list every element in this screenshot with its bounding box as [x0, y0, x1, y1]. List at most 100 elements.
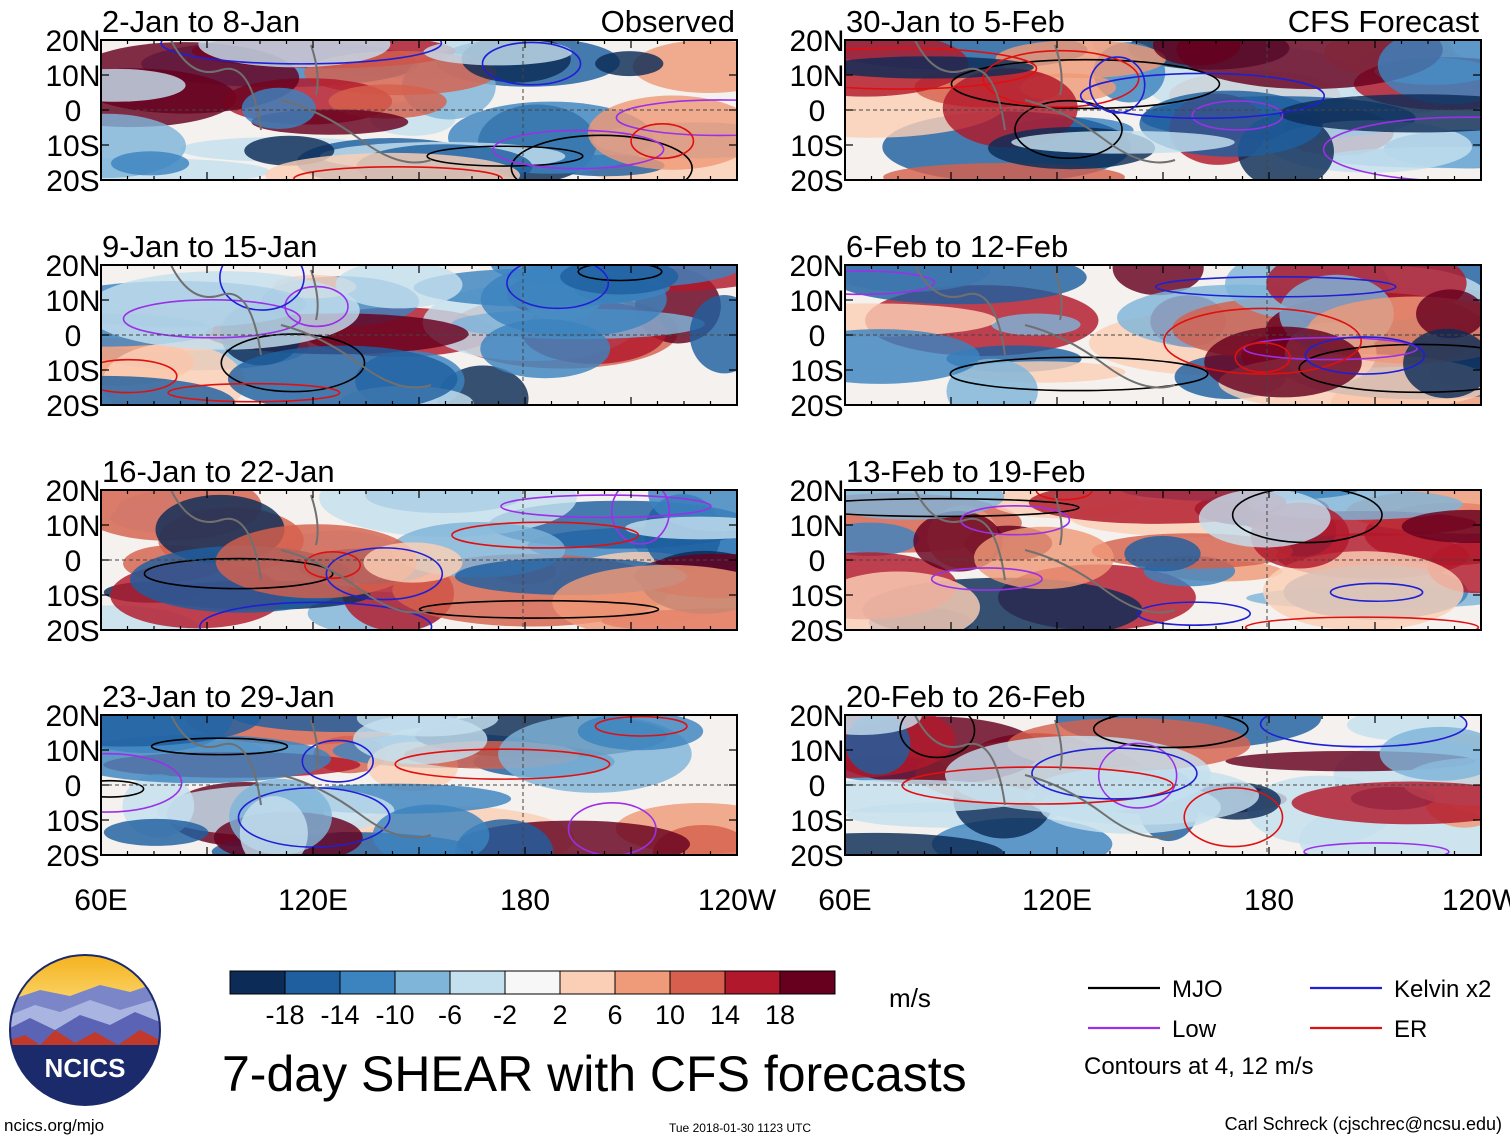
y-tick-label: 20N [45, 250, 100, 283]
colorbar-tick: -10 [375, 1000, 414, 1030]
contour-line [1259, 715, 1468, 748]
shear-blob [101, 68, 186, 102]
contour-line [451, 521, 640, 549]
contour-line [1097, 742, 1178, 809]
panels-layer: 2-Jan to 8-Jan Observed20N10N010S20S9-Jan… [45, 4, 1482, 873]
shear-blob [1263, 551, 1464, 630]
contour-line [418, 599, 660, 619]
contour-line [949, 356, 1209, 392]
contour-line [1234, 342, 1291, 373]
shear-blob [423, 40, 573, 66]
panel-period-label: 16-Jan to 22-Jan [102, 454, 335, 489]
y-tick-label: 10S [790, 805, 843, 838]
y-tick-label: 10N [45, 735, 100, 768]
shear-blob [946, 358, 1038, 405]
shear-blob [1401, 509, 1481, 544]
x-tick-label: 60E [74, 884, 127, 917]
coastline [914, 40, 1176, 164]
footer-site[interactable]: ncics.org/mjo [4, 1116, 105, 1135]
shear-blob [227, 345, 458, 405]
legend-label: Kelvin x2 [1394, 976, 1491, 1003]
panel-period-label: 20-Feb to 26-Feb [846, 679, 1086, 714]
y-tick-label: 0 [809, 545, 826, 578]
y-tick-label: 0 [809, 95, 826, 128]
shear-blob [1379, 726, 1481, 781]
shear-blob [101, 375, 236, 405]
colorbar-swatch [504, 970, 561, 995]
contour-line [982, 49, 1140, 108]
y-tick-label: 0 [65, 95, 82, 128]
column-label: CFS Forecast [1288, 4, 1480, 39]
y-tick-label: 10N [789, 735, 844, 768]
contour-line [220, 333, 366, 393]
y-tick-label: 10N [45, 60, 100, 93]
y-tick-label: 10N [789, 60, 844, 93]
y-tick-label: 20S [790, 390, 843, 423]
shear-blob [1403, 328, 1481, 399]
contour-line [1191, 100, 1284, 131]
colorbar-swatch [614, 970, 671, 995]
contour-line [845, 270, 936, 296]
colorbar-swatch [779, 970, 836, 995]
y-tick-label: 10S [46, 355, 99, 388]
shear-blob [1011, 130, 1235, 154]
y-tick-label: 10S [46, 805, 99, 838]
shear-blob [372, 804, 490, 855]
shear-blob [1291, 781, 1481, 825]
contour-line [1136, 601, 1251, 626]
contour-line [167, 382, 341, 403]
y-tick-label: 10S [46, 130, 99, 163]
shear-blob [845, 329, 980, 384]
contour-line [101, 779, 145, 798]
shear-blob [110, 151, 190, 176]
contour-line [143, 557, 334, 590]
x-tick-label: 120E [278, 884, 348, 917]
contour-line [615, 99, 737, 137]
contour-line [1155, 275, 1397, 298]
y-tick-label: 10S [46, 580, 99, 613]
shear-blob [239, 796, 308, 855]
y-tick-label: 20N [789, 250, 844, 283]
contour-line [500, 494, 712, 519]
shear-blob [1204, 326, 1362, 398]
colorbar-swatch [449, 970, 506, 995]
panel-period-label: 6-Feb to 12-Feb [846, 229, 1068, 264]
shear-blob [845, 779, 1036, 813]
colorbar-swatch [394, 970, 451, 995]
contour-line [492, 129, 665, 170]
contour-line [1163, 307, 1363, 375]
shear-blob [198, 40, 391, 68]
colorbar-tick: -6 [438, 1000, 462, 1030]
y-tick-label: 10S [790, 355, 843, 388]
y-tick-label: 20S [790, 615, 843, 648]
x-tick-label: 120W [1442, 884, 1510, 917]
contour-line [301, 739, 374, 783]
panel-period-label: 9-Jan to 15-Jan [102, 229, 317, 264]
contour-line [1092, 715, 1249, 749]
coastline [170, 490, 432, 614]
shear-blob [215, 524, 417, 599]
y-tick-label: 20S [790, 840, 843, 873]
y-tick-label: 10S [790, 580, 843, 613]
shear-blob [363, 542, 463, 583]
footer-author: Carl Schreck (cjschrec@ncsu.edu) [1224, 1114, 1502, 1134]
contour-line [1298, 343, 1481, 394]
y-tick-label: 20S [790, 165, 843, 198]
shear-blob [577, 715, 704, 751]
contour-line [577, 265, 663, 282]
shear-blob [689, 295, 737, 374]
contour-line [1079, 72, 1326, 120]
shear-blob [480, 319, 611, 379]
contour-line [1031, 747, 1198, 800]
colorbar-swatch [724, 970, 781, 995]
y-tick-label: 10S [790, 130, 843, 163]
y-tick-label: 20N [789, 25, 844, 58]
contour-line [1183, 787, 1284, 848]
colorbar-tick: 18 [765, 1000, 795, 1030]
